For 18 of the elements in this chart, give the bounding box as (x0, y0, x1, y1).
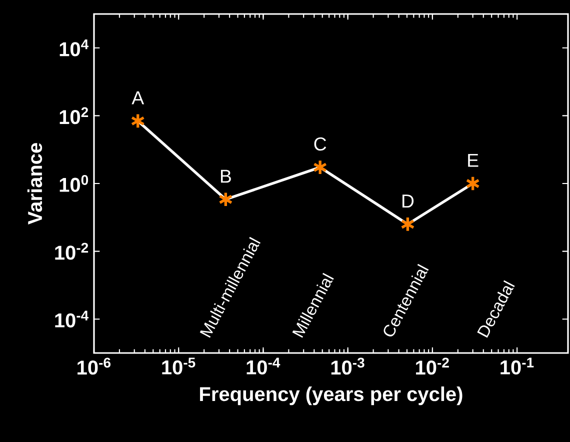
annotation: D (402, 194, 414, 208)
annotation: C (314, 137, 326, 151)
x-tick-label: 10$^{-6}$ (78, 358, 110, 375)
y-tick-label: 10$^{-4}$ (55, 310, 89, 328)
x-tick-label: 10$^{-1}$ (500, 358, 534, 374)
x-tick-label: 10$^{-4}$ (246, 358, 280, 374)
x-tick-label: 10$^{-5}$ (162, 358, 196, 374)
annotation: B (220, 170, 231, 183)
x-tick-label: 10$^{-3}$ (331, 358, 364, 375)
y-axis-title: Variance (27, 143, 42, 224)
x-tick-label: 10$^{-2}$ (416, 358, 449, 375)
x-axis-title: Frequency (years per cycle) (200, 386, 462, 406)
annotation: E (468, 154, 478, 167)
y-tick-label: 10$^{4}$ (60, 40, 89, 56)
y-tick-label: 10$^{-2}$ (55, 242, 88, 260)
y-tick-label: 10$^{2}$ (60, 107, 88, 124)
y-tick-label: 10$^{0}$ (60, 175, 88, 192)
annotation: A (132, 91, 144, 104)
